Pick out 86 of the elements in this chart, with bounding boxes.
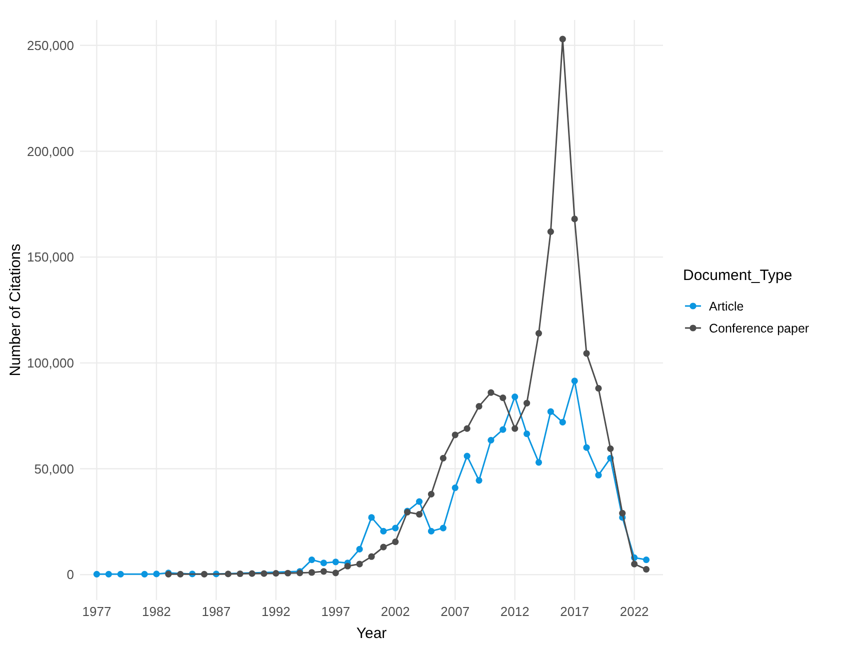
point — [380, 528, 387, 535]
x-tick-label: 2002 — [380, 604, 410, 619]
point — [440, 454, 446, 462]
point — [428, 490, 435, 498]
point — [619, 510, 626, 517]
point — [595, 472, 602, 478]
point — [488, 389, 494, 396]
point — [583, 444, 590, 451]
point — [524, 430, 530, 438]
point — [200, 570, 208, 578]
x-axis-title: Year — [356, 625, 387, 642]
point — [571, 378, 578, 384]
point — [547, 408, 554, 415]
legend-label: Conference paper — [709, 321, 810, 336]
x-tick-label: 1982 — [142, 604, 171, 619]
point — [153, 570, 160, 578]
point — [332, 558, 339, 566]
point — [356, 560, 363, 568]
point — [500, 426, 506, 433]
point — [547, 228, 554, 235]
x-tick-label: 1992 — [261, 604, 290, 619]
point — [607, 445, 614, 452]
point — [320, 568, 328, 575]
point — [559, 36, 566, 42]
point — [452, 484, 458, 492]
point — [512, 393, 518, 400]
point — [476, 477, 482, 484]
point — [642, 556, 650, 564]
point — [524, 400, 530, 406]
x-tick-label: 2022 — [620, 604, 649, 619]
point — [344, 562, 351, 570]
point — [452, 432, 458, 438]
y-tick-label: 250,000 — [27, 38, 74, 53]
point — [284, 570, 292, 576]
y-tick-label: 0 — [66, 567, 74, 582]
point — [392, 524, 399, 532]
point — [368, 553, 375, 560]
point — [368, 514, 375, 521]
point — [571, 216, 578, 222]
point — [583, 350, 590, 357]
point — [476, 403, 482, 410]
point — [224, 570, 232, 578]
point — [105, 570, 112, 578]
x-tick-label: 2017 — [560, 604, 590, 619]
point — [332, 570, 339, 576]
legend-title: Document_Type — [683, 267, 792, 284]
point — [248, 570, 256, 577]
point — [464, 452, 470, 460]
point — [535, 330, 542, 337]
point — [392, 538, 399, 546]
x-tick-label: 1987 — [202, 604, 231, 619]
point — [440, 524, 446, 532]
point — [177, 570, 184, 578]
y-tick-label: 200,000 — [27, 144, 74, 159]
point — [559, 418, 566, 426]
y-axis-title: Number of Citations — [7, 244, 24, 376]
point — [642, 566, 650, 573]
y-tick-label: 150,000 — [27, 250, 74, 265]
point — [631, 560, 638, 568]
point — [428, 528, 435, 535]
point — [308, 569, 316, 576]
x-tick-label: 1997 — [321, 604, 350, 619]
point — [236, 570, 244, 578]
point — [356, 546, 363, 552]
y-tick-label: 100,000 — [27, 355, 74, 370]
point — [117, 570, 124, 578]
point — [141, 570, 148, 578]
point — [380, 544, 387, 550]
point — [535, 459, 542, 466]
point — [260, 570, 268, 577]
point — [416, 498, 423, 505]
point — [93, 570, 100, 578]
x-tick-label: 1977 — [82, 604, 112, 619]
point — [272, 570, 280, 577]
point — [464, 425, 470, 432]
point — [320, 560, 328, 566]
point — [595, 385, 602, 392]
point — [488, 436, 494, 444]
legend-label: Article — [709, 299, 744, 314]
point — [416, 510, 423, 518]
point — [500, 394, 506, 402]
point — [308, 556, 316, 564]
x-tick-label: 2007 — [440, 604, 470, 619]
y-tick-label: 50,000 — [34, 461, 74, 476]
x-tick-label: 2012 — [500, 604, 530, 619]
point — [512, 425, 518, 432]
